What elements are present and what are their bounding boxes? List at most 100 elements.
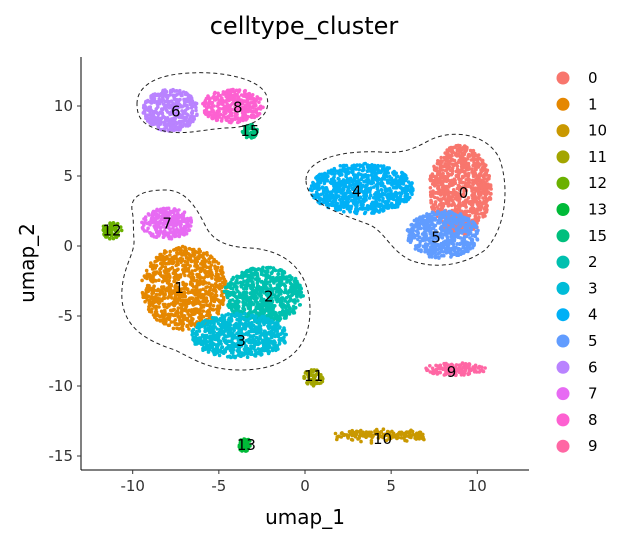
point [191, 312, 196, 317]
point [159, 253, 163, 257]
point [143, 299, 147, 304]
point [221, 270, 225, 275]
point [165, 288, 170, 293]
point [204, 274, 208, 278]
point [450, 169, 455, 173]
point [451, 182, 455, 187]
point [478, 208, 483, 212]
point [214, 259, 219, 264]
point [246, 323, 251, 328]
point [178, 246, 183, 251]
point [445, 165, 450, 170]
point [373, 167, 378, 172]
point [332, 187, 336, 192]
point [159, 261, 163, 266]
point [175, 300, 180, 305]
point [184, 316, 189, 321]
point [112, 232, 116, 237]
point [354, 429, 359, 434]
point [484, 170, 489, 175]
point [162, 317, 167, 322]
point [184, 304, 189, 309]
point [230, 277, 234, 282]
point [235, 278, 239, 282]
point [233, 314, 237, 319]
point [166, 312, 171, 317]
point [444, 251, 449, 255]
point [257, 316, 262, 321]
point [187, 327, 191, 331]
point [181, 280, 185, 285]
point [459, 164, 464, 169]
point [177, 297, 181, 301]
point [140, 290, 145, 295]
point [201, 299, 205, 304]
point [364, 190, 369, 195]
point [198, 249, 202, 254]
point [234, 287, 239, 292]
point [277, 326, 282, 330]
point [331, 177, 335, 182]
point [176, 267, 180, 272]
point [370, 176, 375, 181]
point [456, 185, 461, 190]
point [163, 265, 168, 270]
point [115, 232, 120, 236]
point [261, 319, 265, 324]
point [192, 247, 196, 252]
point [308, 379, 313, 384]
point [361, 166, 366, 170]
point [233, 325, 238, 330]
point [354, 163, 359, 168]
point [190, 316, 194, 321]
point [115, 221, 120, 226]
point [276, 272, 280, 277]
point [286, 294, 291, 299]
point [229, 292, 233, 297]
point [244, 290, 249, 295]
point [181, 318, 186, 322]
point [210, 255, 214, 260]
point [167, 284, 172, 288]
point [159, 309, 164, 314]
point [268, 283, 273, 288]
point [435, 172, 440, 177]
point [173, 274, 178, 279]
cluster-4-points [308, 161, 415, 216]
point [264, 278, 268, 283]
point [358, 163, 362, 167]
point [350, 438, 355, 442]
point [252, 333, 256, 338]
cluster-0-points [428, 143, 493, 236]
point [336, 169, 340, 174]
point [456, 143, 461, 148]
point [313, 373, 318, 378]
point [149, 264, 153, 269]
point [373, 207, 378, 211]
point [239, 295, 244, 299]
point [252, 296, 256, 301]
point [399, 432, 404, 437]
point [447, 196, 451, 200]
point [214, 293, 219, 298]
point [408, 182, 412, 186]
point [405, 185, 410, 190]
point [241, 316, 246, 320]
point [305, 372, 310, 377]
point [162, 251, 167, 255]
point [239, 285, 244, 289]
point [337, 194, 341, 198]
point [470, 167, 474, 171]
point [436, 186, 440, 190]
point [202, 264, 207, 268]
point [164, 277, 169, 281]
point [343, 169, 348, 174]
point [476, 216, 481, 220]
point [482, 188, 487, 192]
cluster-1-points [140, 244, 229, 332]
point [180, 294, 184, 299]
point [165, 261, 169, 266]
point [265, 306, 269, 310]
point [458, 203, 462, 207]
point [379, 188, 384, 192]
